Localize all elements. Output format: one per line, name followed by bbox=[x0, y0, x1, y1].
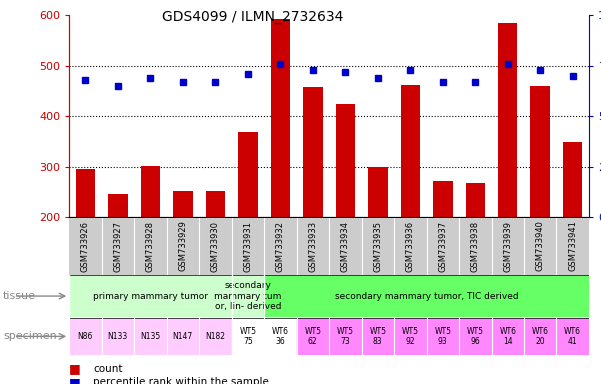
Text: WT6
14: WT6 14 bbox=[499, 327, 516, 346]
Bar bbox=[238, 132, 258, 217]
Text: GDS4099 / ILMN_2732634: GDS4099 / ILMN_2732634 bbox=[162, 10, 343, 23]
Bar bbox=[264, 318, 296, 355]
Text: N133: N133 bbox=[108, 332, 128, 341]
Text: GSM733929: GSM733929 bbox=[178, 220, 188, 271]
Bar bbox=[400, 85, 420, 217]
Text: count: count bbox=[93, 364, 123, 374]
Text: WT5
92: WT5 92 bbox=[402, 327, 419, 346]
Bar bbox=[108, 194, 127, 217]
Text: WT5
96: WT5 96 bbox=[467, 327, 484, 346]
Text: GSM733938: GSM733938 bbox=[471, 220, 480, 272]
Text: GSM733939: GSM733939 bbox=[503, 220, 512, 271]
Text: secondary mammary tumor, TIC derived: secondary mammary tumor, TIC derived bbox=[335, 291, 518, 301]
Text: WT6
41: WT6 41 bbox=[564, 327, 581, 346]
Text: WT5
83: WT5 83 bbox=[369, 327, 386, 346]
Text: GSM733940: GSM733940 bbox=[535, 220, 545, 271]
Text: GSM733927: GSM733927 bbox=[114, 220, 123, 271]
Bar bbox=[498, 23, 517, 217]
Text: N86: N86 bbox=[78, 332, 93, 341]
Bar bbox=[264, 275, 589, 317]
Text: GSM733941: GSM733941 bbox=[568, 220, 577, 271]
Bar bbox=[303, 87, 323, 217]
Text: GSM733933: GSM733933 bbox=[308, 220, 317, 272]
Bar bbox=[466, 183, 485, 217]
Bar bbox=[296, 318, 329, 355]
Text: WT6
36: WT6 36 bbox=[272, 327, 289, 346]
Bar bbox=[394, 318, 427, 355]
Text: ■: ■ bbox=[69, 362, 81, 375]
Text: secondary
mammary tum
or, lin- derived: secondary mammary tum or, lin- derived bbox=[214, 281, 281, 311]
Bar bbox=[362, 318, 394, 355]
Bar bbox=[270, 20, 290, 217]
Text: GSM733937: GSM733937 bbox=[438, 220, 447, 272]
Bar bbox=[563, 142, 582, 217]
Text: GSM733928: GSM733928 bbox=[146, 220, 155, 271]
Bar bbox=[199, 318, 231, 355]
Bar bbox=[231, 318, 264, 355]
Bar bbox=[173, 191, 192, 217]
Text: WT5
75: WT5 75 bbox=[239, 327, 256, 346]
Text: WT5
62: WT5 62 bbox=[304, 327, 322, 346]
Bar bbox=[335, 104, 355, 217]
Bar bbox=[524, 318, 557, 355]
Bar bbox=[531, 86, 550, 217]
Text: GSM733936: GSM733936 bbox=[406, 220, 415, 272]
Bar bbox=[69, 275, 231, 317]
Bar bbox=[492, 318, 524, 355]
Bar bbox=[206, 191, 225, 217]
Bar bbox=[433, 181, 453, 217]
Text: N147: N147 bbox=[172, 332, 193, 341]
Bar bbox=[141, 166, 160, 217]
Text: GSM733935: GSM733935 bbox=[373, 220, 382, 271]
Text: WT6
20: WT6 20 bbox=[532, 327, 549, 346]
Text: GSM733934: GSM733934 bbox=[341, 220, 350, 271]
Bar bbox=[102, 318, 134, 355]
Bar bbox=[459, 318, 492, 355]
Text: percentile rank within the sample: percentile rank within the sample bbox=[93, 377, 269, 384]
Text: WT5
93: WT5 93 bbox=[435, 327, 451, 346]
Bar bbox=[231, 275, 264, 317]
Text: primary mammary tumor: primary mammary tumor bbox=[93, 291, 208, 301]
Text: GSM733932: GSM733932 bbox=[276, 220, 285, 271]
Text: ■: ■ bbox=[69, 376, 81, 384]
Bar bbox=[427, 318, 459, 355]
Text: GSM733930: GSM733930 bbox=[211, 220, 220, 271]
Text: specimen: specimen bbox=[3, 331, 56, 341]
Text: GSM733931: GSM733931 bbox=[243, 220, 252, 271]
Bar bbox=[166, 318, 199, 355]
Bar bbox=[134, 318, 166, 355]
Bar bbox=[69, 318, 102, 355]
Text: GSM733926: GSM733926 bbox=[81, 220, 90, 271]
Text: WT5
73: WT5 73 bbox=[337, 327, 354, 346]
Bar bbox=[329, 318, 362, 355]
Bar bbox=[76, 169, 95, 217]
Text: N135: N135 bbox=[140, 332, 160, 341]
Bar bbox=[557, 318, 589, 355]
Text: tissue: tissue bbox=[3, 291, 36, 301]
Text: N182: N182 bbox=[206, 332, 225, 341]
Bar bbox=[368, 167, 388, 217]
